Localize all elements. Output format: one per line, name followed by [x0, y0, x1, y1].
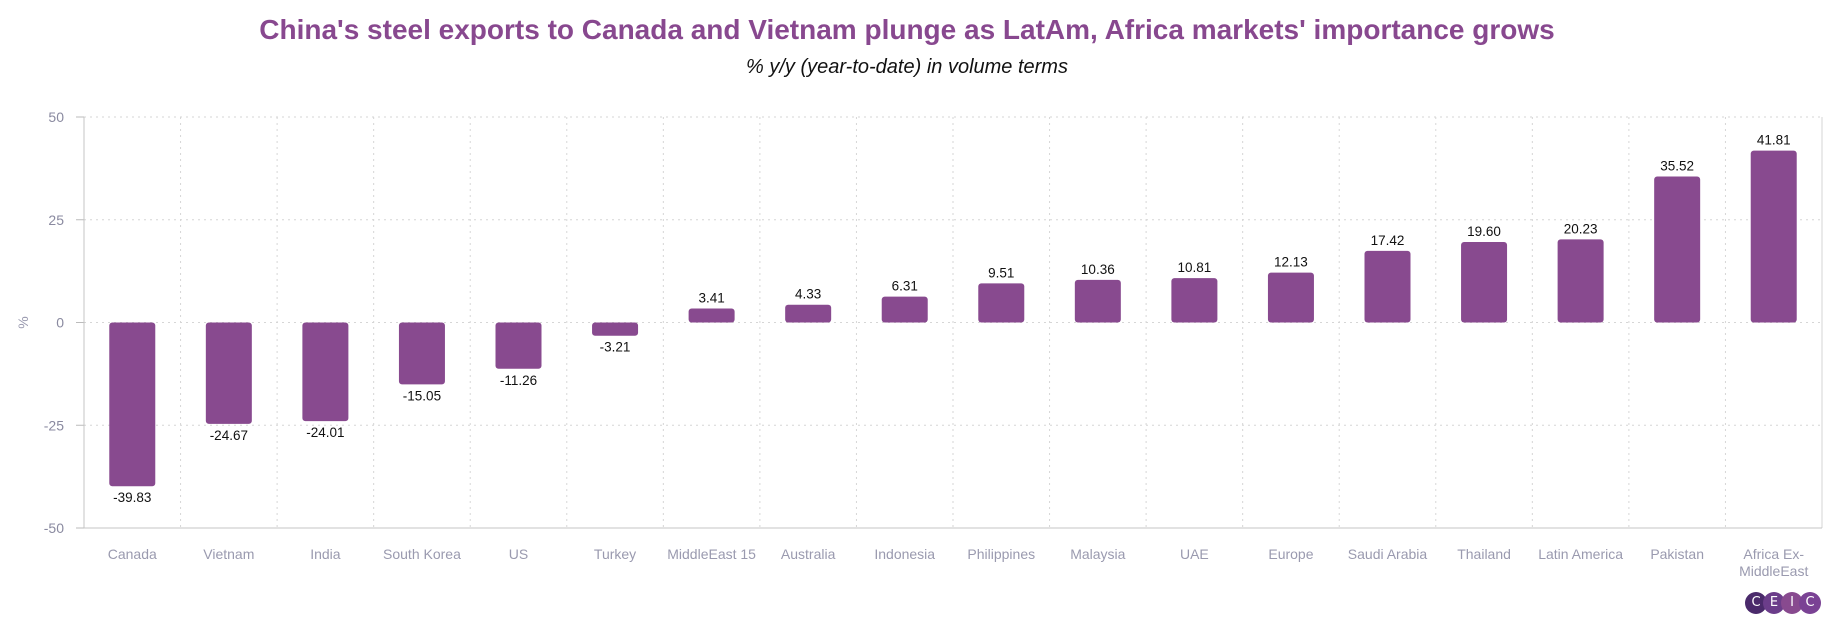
data-label: 10.81 [1177, 260, 1211, 275]
logo-letter-i: I [1781, 592, 1803, 614]
category-label: Canada [108, 546, 157, 562]
category-label: MiddleEast 15 [667, 546, 756, 562]
y-axis-label: % [15, 316, 31, 328]
data-label: 3.41 [698, 290, 724, 305]
category-label: UAE [1180, 546, 1209, 562]
bar-vietnam[interactable] [205, 322, 252, 424]
category-label: Indonesia [874, 546, 935, 562]
bar-thailand[interactable] [1461, 241, 1508, 323]
category-label: Europe [1268, 546, 1313, 562]
data-label: 41.81 [1757, 133, 1791, 148]
bar-africa-ex-middleeast[interactable] [1750, 150, 1797, 323]
logo-letter-e: E [1763, 592, 1785, 614]
bar-pakistan[interactable] [1654, 176, 1701, 323]
bar-australia[interactable] [785, 304, 832, 323]
data-label: 4.33 [795, 287, 821, 302]
data-label: 9.51 [988, 265, 1014, 280]
bar-indonesia[interactable] [881, 296, 928, 323]
data-label: 19.60 [1467, 224, 1501, 239]
category-label: Saudi Arabia [1348, 546, 1428, 562]
category-label: India [310, 546, 341, 562]
category-label: Thailand [1457, 546, 1511, 562]
data-label: 17.42 [1371, 233, 1405, 248]
bar-uae[interactable] [1171, 278, 1218, 323]
y-tick-label: 25 [48, 212, 64, 228]
data-label: -24.67 [210, 428, 248, 443]
category-label: Malaysia [1070, 546, 1125, 562]
y-tick-label: -25 [44, 417, 64, 433]
data-label: -3.21 [600, 340, 631, 355]
y-tick-label: 0 [56, 315, 64, 331]
data-label: 10.36 [1081, 262, 1115, 277]
category-label: Africa Ex-MiddleEast [1739, 546, 1808, 579]
category-label: Australia [781, 546, 836, 562]
data-label: 20.23 [1564, 221, 1598, 236]
bar-philippines[interactable] [978, 283, 1025, 323]
bar-south-korea[interactable] [398, 322, 445, 385]
logo-letter-c1: C [1745, 592, 1767, 614]
data-label: 35.52 [1660, 159, 1694, 174]
bar-india[interactable] [302, 322, 349, 422]
chart-title: China's steel exports to Canada and Viet… [259, 14, 1555, 45]
category-label: US [509, 546, 528, 562]
bar-turkey[interactable] [592, 322, 639, 336]
category-label: South Korea [383, 546, 461, 562]
bar-malaysia[interactable] [1074, 279, 1121, 323]
category-label: Philippines [967, 546, 1035, 562]
bar-canada[interactable] [109, 322, 156, 487]
y-tick-label: -50 [44, 520, 64, 536]
data-label: -39.83 [113, 490, 151, 505]
data-label: -11.26 [500, 373, 537, 388]
chart-subtitle: % y/y (year-to-date) in volume terms [746, 56, 1068, 78]
logo-letter-c2: C [1799, 592, 1821, 614]
category-label: Pakistan [1650, 546, 1704, 562]
data-label: -15.05 [403, 388, 441, 403]
category-label: Vietnam [203, 546, 254, 562]
y-tick-label: 50 [48, 109, 64, 125]
data-label: 6.31 [892, 279, 918, 294]
bar-us[interactable] [495, 322, 542, 369]
category-label: Latin America [1538, 546, 1623, 562]
data-label: 12.13 [1274, 255, 1308, 270]
data-label: -24.01 [306, 425, 344, 440]
bar-saudi-arabia[interactable] [1364, 250, 1411, 323]
bar-latin-america[interactable] [1557, 239, 1604, 323]
category-label: Turkey [594, 546, 636, 562]
bar-europe[interactable] [1267, 272, 1314, 323]
ceic-logo: C E I C [1745, 592, 1821, 614]
bar-middleeast-15[interactable] [688, 308, 735, 323]
